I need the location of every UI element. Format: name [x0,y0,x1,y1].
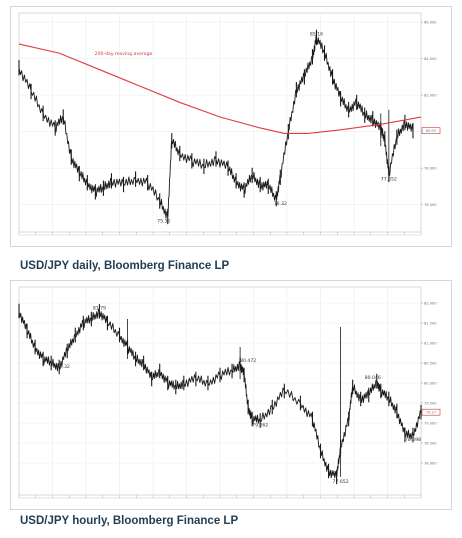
price-annotation: 75.35 [157,218,170,224]
y-tick-label: 79.500 [424,401,437,405]
y-tick-label: 78.000 [424,166,437,170]
last-value-box [421,408,441,416]
price-annotation: 80.046 [365,375,381,381]
hourly-chart-caption: USD/JPY hourly, Bloomberg Finance LP [20,515,239,527]
price-annotation: 80.472 [240,358,256,364]
y-tick-label: 82.000 [424,301,437,305]
hourly-chart-panel: 82.000 81.500 81.000 80.500 80.000 79.500 79.0… [10,280,452,510]
price-annotation: 77.652 [381,176,397,182]
y-tick-label: 86.000 [424,20,437,24]
last-value-box [421,127,441,135]
price-annotation: 78.698 [405,437,421,443]
daily-chart-caption: USD/JPY daily, Bloomberg Finance LP [20,260,230,272]
hourly-chart: 82.000 81.500 81.000 80.500 80.000 79.500 79.0… [18,286,441,499]
price-annotation: 79.062 [252,423,268,429]
moving-average-label: 200-day moving average [95,51,153,57]
y-tick-label: 80.500 [424,361,437,365]
last-value-label: 80.05 [426,129,436,133]
price-annotation: 76.32 [274,201,287,207]
y-tick-label: 78.000 [424,461,437,465]
y-tick-label: 81.000 [424,341,437,345]
y-tick-label: 84.000 [424,57,437,61]
price-annotation: 85.16 [310,31,323,37]
price-annotation: 77.652 [333,479,349,485]
daily-chart: 86.00084.00082.00080.00078.00076.000200-… [18,12,441,236]
y-tick-label: 81.500 [424,321,437,325]
price-annotation: 80.32 [57,364,70,370]
y-tick-label: 76.000 [424,203,437,207]
y-tick-label: 82.000 [424,93,437,97]
moving-average-line [18,43,422,134]
y-tick-label: 79.000 [424,421,437,425]
price-annotation: 81.79 [93,305,106,311]
y-tick-label: 80.000 [424,381,437,385]
last-value-label: 79.27 [426,411,436,415]
daily-chart-panel: 86.00084.00082.00080.00078.00076.000200-… [10,6,452,247]
y-tick-label: 78.500 [424,441,437,445]
